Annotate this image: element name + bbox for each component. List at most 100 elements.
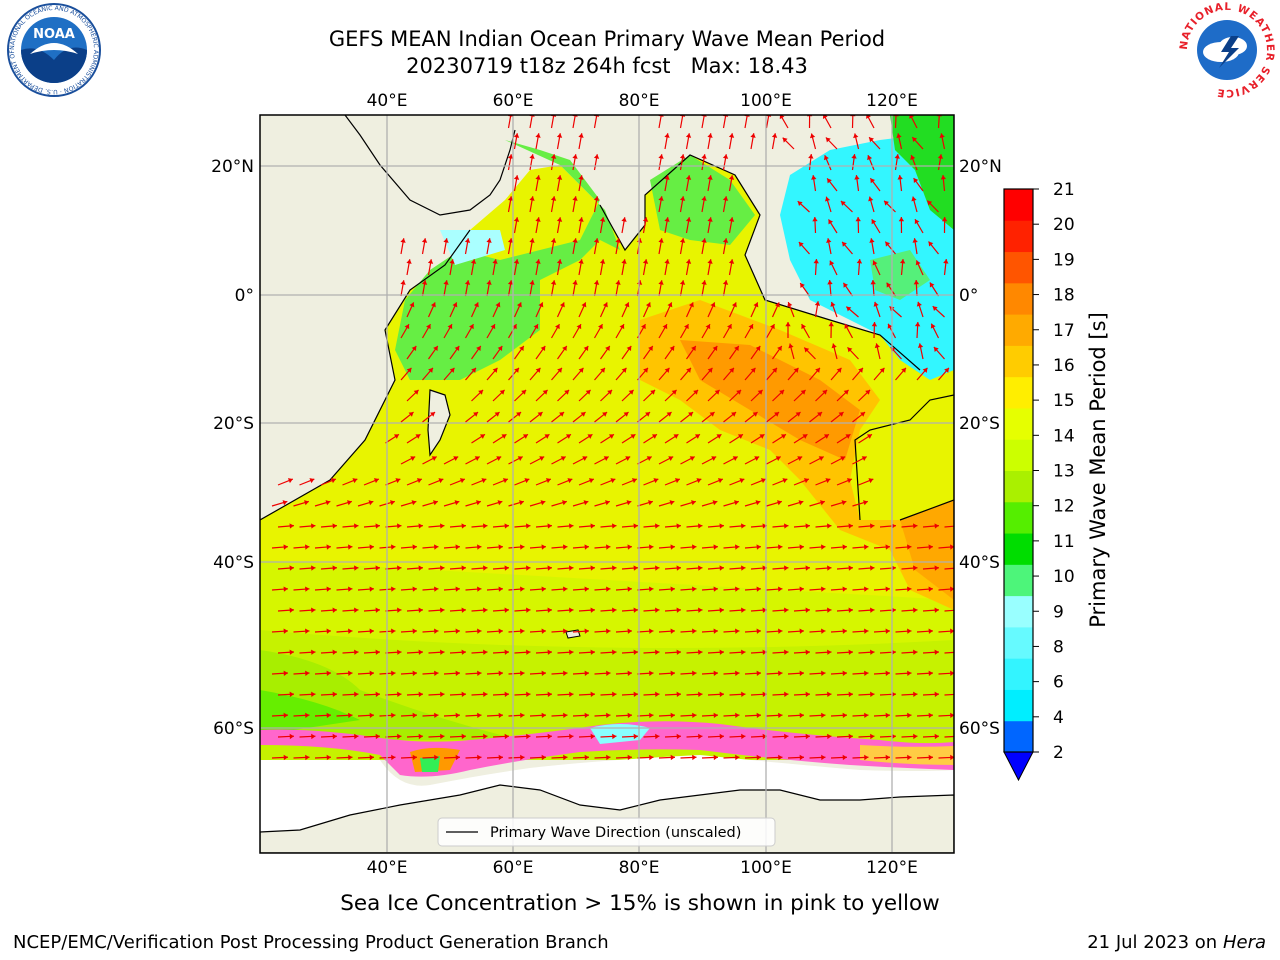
wave-arrow-head [633, 649, 638, 655]
wave-arrow-head [692, 586, 697, 592]
wave-arrow-head [397, 523, 402, 529]
wave-arrow-head [896, 133, 902, 139]
footer-machine: Hera [1222, 932, 1266, 953]
wave-arrow-head [735, 712, 740, 719]
wave-arrow-head [643, 367, 648, 373]
wave-arrow-head [556, 133, 563, 138]
wave-arrow-head [469, 324, 474, 330]
wave-arrow-head [626, 500, 632, 506]
wave-arrow-head [913, 649, 918, 655]
wave-arrow-head [332, 523, 337, 529]
wave-arrow-head [520, 712, 525, 719]
wave-arrow-head [408, 412, 414, 417]
wave-arrow-head [473, 302, 479, 308]
wave-arrow-head [375, 607, 380, 613]
wave-arrow-head [504, 733, 509, 740]
wave-arrow-head [667, 302, 673, 308]
wave-arrow-head [698, 733, 703, 740]
wave-arrow-head [694, 434, 700, 439]
wave-arrow-head [555, 324, 560, 330]
wave-arrow-head [793, 367, 799, 373]
wave-arrow-head [885, 586, 890, 592]
wave-arrow-head [692, 628, 697, 634]
wave-arrow-head [956, 692, 960, 697]
wave-arrow [944, 609, 954, 612]
wave-arrow-head [823, 155, 829, 161]
wave-arrow-head [572, 154, 578, 159]
wave-arrow-head [827, 733, 832, 740]
wave-arrow-head [858, 367, 863, 373]
wave-arrow-head [633, 523, 638, 529]
lon-label-bottom: 120°E [866, 858, 918, 878]
wave-arrow-head [801, 324, 807, 330]
wave-arrow-head [461, 565, 466, 571]
wave-arrow-head [655, 733, 660, 740]
wave-arrow-head [516, 412, 522, 417]
wave-arrow-head [867, 155, 873, 161]
wave-arrow-head [762, 565, 767, 571]
wave-arrow-head [498, 544, 503, 550]
wave-arrow-head [913, 523, 918, 529]
wave-arrow-head [483, 649, 488, 655]
wave-arrow-head [557, 367, 562, 373]
wave-arrow-head [283, 544, 288, 550]
wave-arrow-head [593, 238, 600, 243]
wave-arrow-head [391, 754, 396, 761]
colorbar-tick-label: 19 [1053, 250, 1075, 270]
wave-arrow-head [658, 238, 664, 243]
wave-arrow-head [658, 196, 664, 201]
wave-arrow-head [559, 302, 565, 308]
wave-arrow-head [538, 302, 544, 308]
wave-arrow-head [800, 282, 805, 288]
wave-arrow-head [907, 544, 912, 550]
wave-arrow-head [354, 607, 359, 613]
wave-arrow-head [670, 544, 675, 550]
wave-arrow-head [728, 175, 735, 180]
wave-arrow-head [434, 712, 439, 719]
wave-arrow-head [520, 754, 525, 761]
wave-arrow-head [375, 649, 380, 655]
wave-arrow-head [483, 691, 488, 698]
wave-arrow-head [572, 238, 578, 243]
wave-arrow-head [311, 607, 316, 613]
wave-arrow-head [824, 196, 831, 202]
wave-arrow-head [907, 586, 912, 592]
wave-arrow-head [670, 712, 675, 719]
wave-arrow-head [863, 500, 868, 506]
wave-arrow-head [545, 478, 551, 484]
wave-arrow-head [821, 754, 826, 761]
wave-arrow [658, 115, 662, 129]
colorbar-tick-label: 2 [1053, 743, 1064, 763]
wave-arrow-head [440, 565, 445, 571]
wave-arrow-head [547, 523, 552, 529]
wave-arrow-head [390, 500, 395, 506]
wave-arrow-head [633, 691, 638, 698]
wave-arrow-head [486, 238, 492, 243]
wave-arrow-head [650, 389, 656, 395]
wave-arrow-head [797, 456, 803, 461]
wave-arrow-head [827, 691, 832, 698]
wave-arrow-head [633, 565, 638, 571]
wave-arrow-head [823, 434, 829, 439]
wave-arrow-head [421, 238, 428, 243]
wave-arrow-head [735, 670, 740, 676]
wave-arrow-head [679, 154, 686, 159]
wave-arrow-head [461, 523, 466, 529]
wave-arrow-head [584, 544, 589, 550]
wave-arrow-head [473, 412, 479, 417]
wave-arrow-head [913, 565, 918, 571]
wave-arrow-head [843, 389, 849, 395]
wave-arrow-head [433, 345, 438, 351]
wave-arrow-head [397, 733, 402, 740]
wave-arrow-head [826, 238, 832, 243]
wave-arrow-head [648, 500, 653, 506]
wave-arrow-head [395, 478, 401, 484]
wave-arrow-head [922, 367, 928, 373]
wave-arrow-head [600, 367, 605, 373]
wave-arrow-head [899, 259, 906, 264]
wave-arrow-head [483, 733, 488, 740]
wave-arrow-head [914, 322, 921, 327]
wave-arrow [944, 735, 954, 738]
wave-arrow-head [939, 133, 945, 138]
wave-arrow-head [848, 565, 853, 571]
